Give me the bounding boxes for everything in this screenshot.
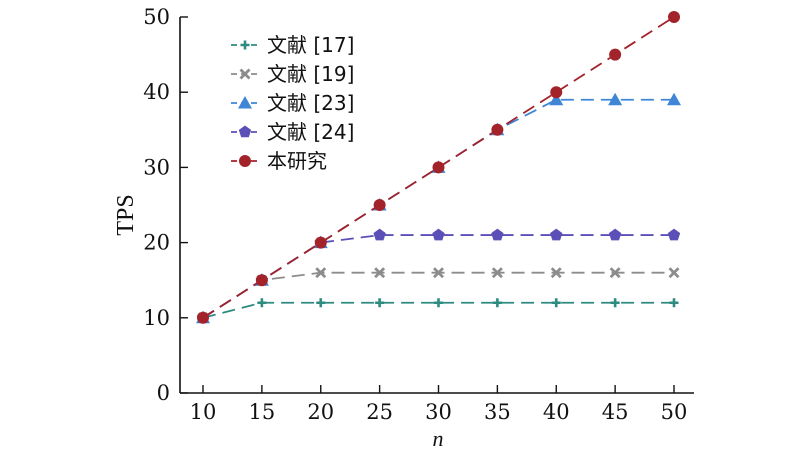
legend-marker (238, 96, 252, 109)
y-tick-label: 40 (143, 80, 170, 104)
series-line (202, 301, 674, 319)
legend-label: 文献 [17] (267, 33, 354, 57)
x-tick-label: 50 (661, 400, 688, 424)
data-point (432, 161, 445, 174)
legend-entry: 文献 [24] (231, 120, 354, 144)
data-point (491, 228, 504, 241)
data-point (609, 267, 621, 279)
data-point (608, 228, 622, 241)
data-point (257, 298, 267, 308)
x-axis-title: n (433, 426, 444, 451)
x-tick-label: 15 (249, 400, 276, 424)
legend-label: 文献 [23] (267, 91, 354, 115)
series-line (202, 271, 674, 319)
data-point (491, 123, 504, 136)
data-point (551, 298, 561, 308)
data-point (433, 267, 444, 279)
series-1 (198, 298, 679, 323)
data-point (667, 92, 681, 106)
data-point (550, 267, 562, 279)
y-tick-label: 50 (143, 5, 170, 29)
data-point (255, 274, 268, 287)
x-tick-label: 20 (307, 400, 334, 424)
series-4 (196, 228, 681, 324)
legend-entry: 文献 [19] (231, 62, 354, 86)
legend-entry: 文献 [17] (231, 33, 354, 57)
legend-entry: 文献 [23] (231, 91, 354, 115)
legend-marker (240, 40, 250, 50)
data-point (608, 92, 623, 106)
x-tick-label: 30 (425, 400, 452, 424)
data-point (550, 228, 563, 241)
x-tick-label: 35 (484, 400, 511, 424)
x-tick-label: 45 (602, 400, 629, 424)
series-group (196, 11, 681, 324)
data-point (492, 298, 502, 308)
data-point (373, 228, 386, 241)
x-tick-label: 10 (190, 400, 217, 424)
data-point (610, 298, 620, 308)
series-2 (197, 267, 680, 324)
x-tick-label: 25 (366, 400, 393, 424)
legend-label: 文献 [24] (267, 120, 354, 144)
data-point (374, 267, 386, 279)
data-point (549, 92, 564, 106)
y-axis-title: TPS (113, 194, 139, 235)
data-point (550, 86, 563, 99)
axes: 0 10 20 30 40 50 10 15 20 25 30 35 40 45 50 (143, 5, 694, 424)
series-5 (197, 11, 680, 324)
legend-marker (239, 155, 251, 167)
data-point (667, 228, 681, 241)
y-tick-label: 10 (143, 306, 170, 330)
data-point (668, 267, 680, 279)
y-tick-label: 20 (143, 231, 170, 255)
data-point (609, 48, 622, 61)
legend: 文献 [17] 文献 [19] 文献 [23] 文献 [24] 本研究 (231, 33, 354, 173)
series-line (202, 16, 675, 319)
data-point (316, 298, 326, 308)
legend-marker (238, 125, 252, 138)
legend-marker (239, 68, 251, 80)
data-point (197, 311, 209, 324)
data-point (314, 236, 327, 249)
data-point (373, 199, 386, 211)
y-tick-label: 0 (157, 381, 170, 405)
y-tick-label: 30 (143, 155, 170, 179)
data-point (491, 267, 503, 279)
data-point (375, 298, 385, 308)
x-tick-label: 40 (543, 400, 570, 424)
data-point (668, 11, 680, 23)
legend-entry: 本研究 (231, 149, 327, 173)
legend-label: 文献 [19] (267, 62, 354, 86)
data-point (434, 298, 443, 308)
data-point (669, 298, 679, 308)
data-point (432, 228, 445, 241)
legend-label: 本研究 (267, 149, 327, 173)
data-point (315, 267, 327, 279)
